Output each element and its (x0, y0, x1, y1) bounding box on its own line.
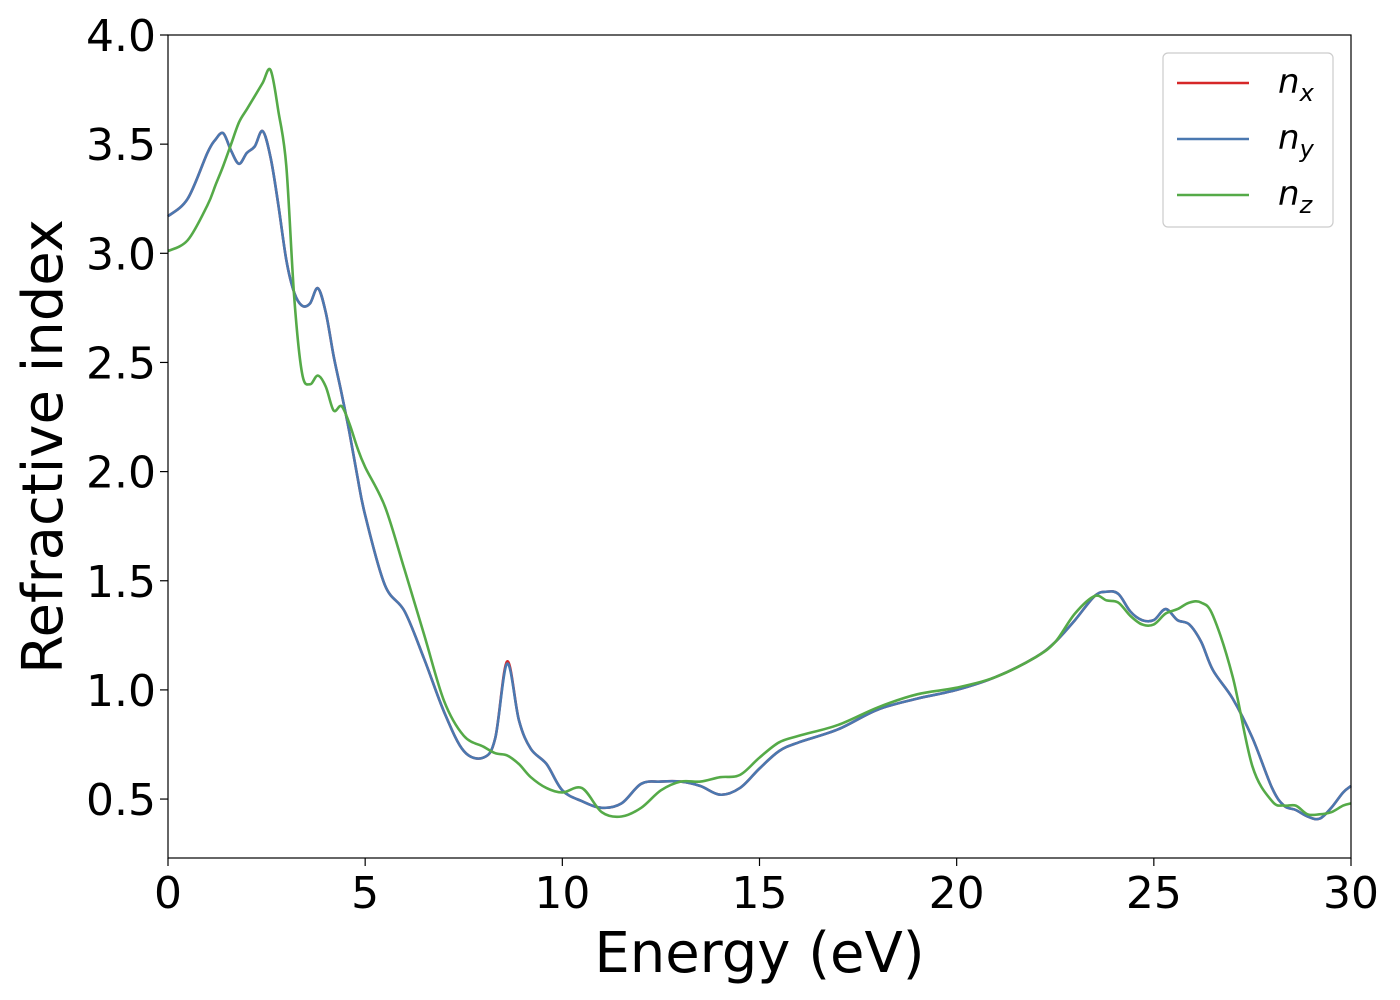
y-tick-label: 2.5 (86, 338, 156, 389)
x-tick-label: 25 (1126, 868, 1182, 919)
y-tick-label: 2.0 (86, 448, 156, 499)
x-axis-title: Energy (eV) (594, 921, 924, 986)
y-axis-title: Refractive index (11, 219, 76, 674)
series-line-n-y (167, 129, 1352, 821)
y-tick-label: 0.5 (86, 775, 156, 826)
series-layer (167, 67, 1352, 821)
y-axis-ticks: 0.5 1.0 1.5 2.0 2.5 3.0 3.5 4.0 (86, 11, 168, 826)
x-tick-label: 15 (732, 868, 788, 919)
x-tick-label: 30 (1323, 868, 1379, 919)
x-tick-label: 0 (154, 868, 182, 919)
series-line-n-z (167, 67, 1352, 819)
x-tick-label: 5 (351, 868, 379, 919)
y-tick-label: 3.5 (86, 120, 156, 171)
y-tick-label: 3.0 (86, 229, 156, 280)
y-tick-label: 1.5 (86, 557, 156, 608)
x-tick-label: 10 (534, 868, 590, 919)
y-tick-label: 1.0 (86, 666, 156, 717)
x-axis-ticks: 0 5 10 15 20 25 30 (154, 858, 1379, 919)
y-tick-label: 4.0 (86, 11, 156, 62)
x-tick-label: 20 (929, 868, 985, 919)
